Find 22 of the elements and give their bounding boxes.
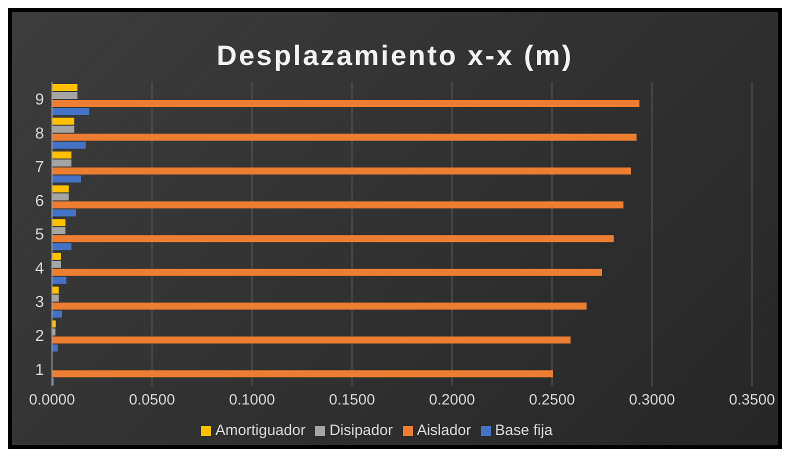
y-tick-label: 3 bbox=[35, 294, 44, 312]
x-tick-label: 0.2000 bbox=[429, 392, 475, 409]
y-tick-label: 1 bbox=[35, 362, 44, 379]
x-tick-label: 0.3500 bbox=[729, 392, 775, 409]
x-tick-label: 0.3000 bbox=[629, 392, 675, 409]
x-tick-label: 0.2500 bbox=[529, 392, 575, 409]
x-tick-label: 0.0500 bbox=[129, 392, 175, 409]
y-tick-label: 9 bbox=[35, 92, 44, 109]
legend-label: Aislador bbox=[416, 422, 472, 439]
y-tick-label: 8 bbox=[35, 125, 44, 142]
legend-label: Disipador bbox=[329, 422, 393, 439]
y-tick-label: 5 bbox=[35, 226, 44, 244]
y-tick-label: 4 bbox=[35, 260, 44, 278]
y-tick-label: 6 bbox=[35, 192, 44, 210]
x-tick-label: 0.1000 bbox=[229, 392, 275, 409]
y-tick-label: 7 bbox=[35, 159, 44, 176]
x-tick-label: 0.0000 bbox=[29, 392, 75, 409]
x-tick-label: 0.1500 bbox=[329, 392, 375, 409]
chart-title: Desplazamiento x-x (m) bbox=[216, 39, 574, 73]
y-tick-label: 2 bbox=[35, 328, 44, 346]
legend-label: Base fija bbox=[495, 422, 553, 439]
legend-label: Amortiguador bbox=[215, 422, 306, 439]
